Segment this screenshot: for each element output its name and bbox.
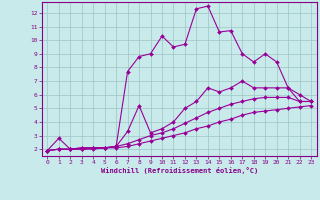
X-axis label: Windchill (Refroidissement éolien,°C): Windchill (Refroidissement éolien,°C) [100,167,258,174]
